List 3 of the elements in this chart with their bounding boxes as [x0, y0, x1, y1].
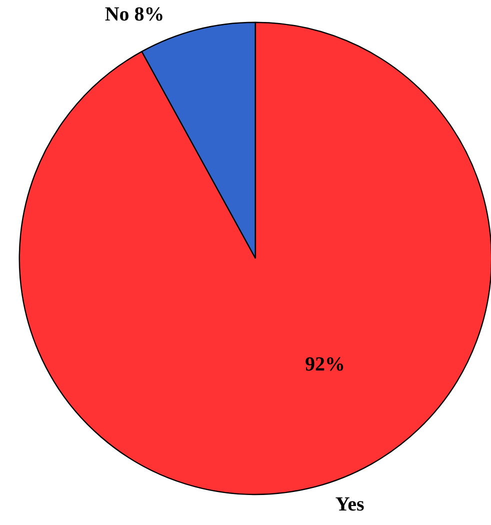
data-label: 92% — [305, 353, 346, 376]
slice-label: No 8% — [104, 4, 164, 26]
slice-label: Yes — [335, 494, 365, 516]
